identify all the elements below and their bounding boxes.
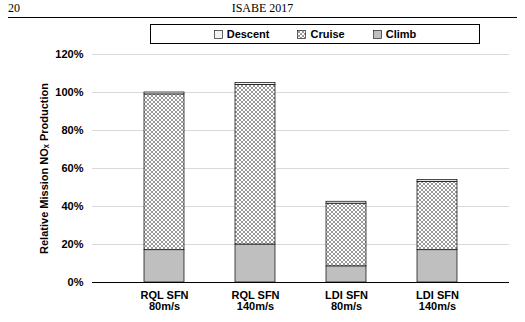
svg-text:Relative Mission NOₓ Productio: Relative Mission NOₓ Production	[38, 83, 50, 254]
svg-text:LDI SFN140m/s: LDI SFN140m/s	[416, 289, 459, 312]
svg-text:0%: 0%	[68, 276, 84, 288]
svg-text:60%: 60%	[61, 162, 83, 174]
svg-text:RQL SFN80m/s: RQL SFN80m/s	[140, 289, 188, 312]
svg-text:100%: 100%	[55, 86, 83, 98]
svg-text:120%: 120%	[55, 48, 83, 60]
html-text:20: 20	[8, 1, 20, 15]
svg-text:40%: 40%	[61, 200, 83, 212]
svg-text:RQL SFN140m/s: RQL SFN140m/s	[231, 289, 279, 312]
html-text:Climb: Climb	[385, 28, 417, 40]
svg-text:80%: 80%	[61, 124, 83, 136]
html-text:ISABE 2017: ISABE 2017	[231, 1, 294, 15]
svg-text:LDI SFN80m/s: LDI SFN80m/s	[325, 289, 368, 312]
html-text:Cruise: Cruise	[310, 28, 345, 40]
svg-text:20%: 20%	[61, 238, 83, 250]
html-text:Descent: Descent	[226, 28, 270, 40]
